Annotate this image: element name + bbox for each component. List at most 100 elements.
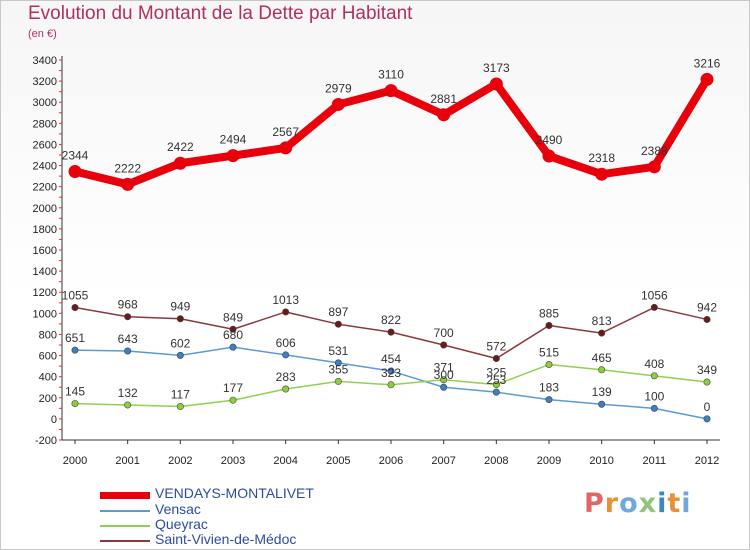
y-tick-label: 2400 <box>33 161 57 173</box>
data-point <box>703 315 711 323</box>
x-tick-label: 2012 <box>695 455 719 467</box>
x-tick-label: 2010 <box>589 455 613 467</box>
y-tick-label: 2000 <box>33 203 57 215</box>
data-label: 139 <box>592 385 612 399</box>
data-point <box>334 320 342 328</box>
data-point <box>703 378 711 386</box>
y-tick-label: 1000 <box>33 308 57 320</box>
data-label: 602 <box>170 336 190 350</box>
data-point <box>176 351 184 359</box>
data-label: 1055 <box>62 289 89 303</box>
data-point <box>229 343 237 351</box>
data-label: 3173 <box>483 61 510 75</box>
data-label: 643 <box>118 332 138 346</box>
data-label: 0 <box>704 400 711 414</box>
y-tick-label: 200 <box>39 393 57 405</box>
data-point <box>387 328 395 336</box>
data-label: 2422 <box>167 140 194 154</box>
y-tick-label: -200 <box>35 435 57 447</box>
data-point <box>71 346 79 354</box>
x-tick-label: 2000 <box>63 455 87 467</box>
chart-title: Evolution du Montant de la Dette par Hab… <box>28 3 413 24</box>
data-label: 183 <box>539 381 559 395</box>
y-tick-label: 2200 <box>33 182 57 194</box>
data-point <box>650 404 658 412</box>
data-label: 897 <box>328 305 348 319</box>
x-tick-label: 2006 <box>379 455 403 467</box>
x-tick-label: 2008 <box>484 455 508 467</box>
data-label: 700 <box>434 326 454 340</box>
data-label: 349 <box>697 363 717 377</box>
y-tick-label: 3400 <box>33 55 57 67</box>
data-point <box>282 351 290 359</box>
data-point <box>440 341 448 349</box>
x-tick-label: 2002 <box>168 455 192 467</box>
data-point <box>545 321 553 329</box>
data-label: 651 <box>65 331 85 345</box>
data-label: 2344 <box>62 148 89 162</box>
data-label: 3110 <box>378 68 404 82</box>
legend-swatch-vensac <box>100 510 150 512</box>
x-tick-label: 2004 <box>273 455 297 467</box>
data-label: 465 <box>592 351 612 365</box>
data-point <box>387 381 395 389</box>
x-tick-label: 2007 <box>431 455 455 467</box>
data-label: 253 <box>486 373 506 387</box>
data-point <box>71 400 79 408</box>
y-tick-label: 2800 <box>33 118 57 130</box>
data-label: 2881 <box>430 92 457 106</box>
data-point <box>700 72 714 86</box>
data-label: 408 <box>644 357 664 371</box>
data-label: 2318 <box>588 151 615 165</box>
data-point <box>121 177 135 191</box>
data-label: 145 <box>65 385 85 399</box>
legend-swatch-saint-vivien <box>100 540 150 542</box>
data-point <box>595 167 609 181</box>
data-point <box>598 366 606 374</box>
data-point <box>334 377 342 385</box>
data-point <box>703 415 711 423</box>
y-tick-label: 400 <box>39 372 57 384</box>
data-label: 454 <box>381 352 401 366</box>
data-point <box>282 308 290 316</box>
legend-swatch-vendays <box>100 492 150 499</box>
data-label: 2388 <box>641 144 668 158</box>
y-tick-label: 1200 <box>33 287 57 299</box>
data-point <box>124 401 132 409</box>
data-point <box>492 355 500 363</box>
data-point <box>545 396 553 404</box>
y-tick-label: 3200 <box>33 76 57 88</box>
brand-logo-letter: r <box>604 488 620 519</box>
y-tick-label: 3000 <box>33 97 57 109</box>
x-tick-label: 2003 <box>221 455 245 467</box>
data-label: 177 <box>223 381 243 395</box>
data-label: 300 <box>434 368 454 382</box>
data-label: 822 <box>381 313 401 327</box>
brand-logo-letter: o <box>619 488 639 519</box>
data-point <box>176 403 184 411</box>
data-label: 1056 <box>641 288 668 302</box>
y-tick-label: 800 <box>39 329 57 341</box>
data-point <box>387 367 395 375</box>
data-label: 325 <box>486 366 506 380</box>
data-label: 2222 <box>114 161 141 175</box>
y-tick-label: 1800 <box>33 224 57 236</box>
x-tick-label: 2005 <box>326 455 350 467</box>
data-label: 680 <box>223 328 243 342</box>
data-label: 1013 <box>272 293 299 307</box>
data-label: 100 <box>644 389 664 403</box>
y-tick-label: 1400 <box>33 266 57 278</box>
data-label: 949 <box>170 300 190 314</box>
data-point <box>492 388 500 396</box>
data-point <box>647 160 661 174</box>
y-tick-label: 2600 <box>33 139 57 151</box>
y-tick-label: 600 <box>39 351 57 363</box>
data-point <box>71 304 79 312</box>
data-label: 2490 <box>536 133 563 147</box>
data-label: 2567 <box>272 125 299 139</box>
data-point <box>226 149 240 163</box>
data-point <box>440 376 448 384</box>
data-point <box>334 359 342 367</box>
x-tick-label: 2009 <box>537 455 561 467</box>
data-label: 849 <box>223 310 243 324</box>
